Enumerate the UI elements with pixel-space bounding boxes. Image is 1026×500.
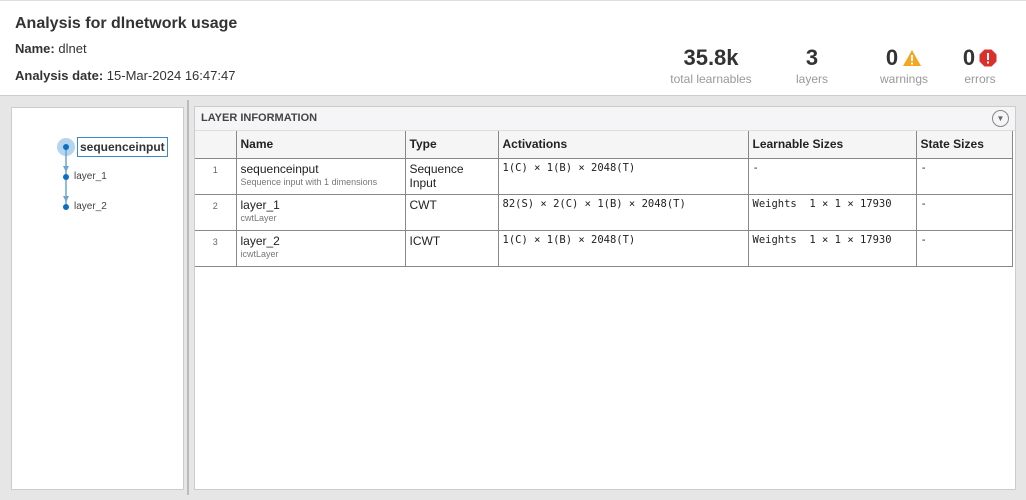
cell-name: sequenceinput Sequence input with 1 dimen… (235, 157, 406, 195)
stat-value: 0 (885, 45, 899, 70)
row-index: 2 (195, 193, 237, 231)
column-header-name[interactable]: Name (235, 131, 406, 159)
layer-description: cwtLayer (240, 212, 277, 223)
date-value: 15-Mar-2024 16:47:47 (106, 68, 236, 83)
graph-node-layer-1[interactable]: layer_1 (74, 171, 107, 182)
layer-information-panel: LAYER INFORMATION ▼ Name Type Activation… (194, 106, 1016, 490)
stat-value: 0 (962, 45, 976, 70)
layer-description: Sequence input with 1 dimensions (240, 176, 378, 187)
error-icon (979, 49, 997, 67)
cell-learnables: - (747, 157, 917, 195)
column-header-state-sizes[interactable]: State Sizes (915, 131, 1013, 159)
cell-type: ICWT (404, 229, 499, 267)
cell-activations: 82(S) × 2(C) × 1(B) × 2048(T) (497, 193, 749, 231)
table-row[interactable]: 3 layer_2 icwtLayer ICWT 1(C) × 1(B) × 20… (195, 229, 1013, 267)
stat-label: errors (964, 72, 996, 86)
column-header-activations[interactable]: Activations (497, 131, 749, 159)
date-label: Analysis date: (15, 68, 104, 83)
row-index: 3 (195, 229, 237, 267)
cell-states: - (915, 157, 1013, 195)
cell-activations: 1(C) × 1(B) × 2048(T) (497, 157, 749, 195)
stat-value: 35.8k (683, 45, 739, 70)
column-header-index[interactable] (195, 131, 237, 159)
layer-name: layer_1 (240, 197, 280, 212)
cell-learnables: Weights 1 × 1 × 17930 (747, 229, 917, 267)
stat-warnings[interactable]: 0 warnings (872, 45, 936, 86)
name-value: dlnet (58, 41, 87, 56)
cell-type: Sequence Input (404, 157, 499, 195)
page-title: Analysis for dlnetwork usage (15, 15, 238, 32)
column-header-learnable-sizes[interactable]: Learnable Sizes (747, 131, 917, 159)
cell-name: layer_1 cwtLayer (235, 193, 406, 231)
stat-label: layers (795, 72, 828, 86)
stat-label: warnings (879, 72, 929, 86)
section-title: LAYER INFORMATION (201, 112, 318, 124)
section-header: LAYER INFORMATION ▼ (195, 107, 1015, 131)
network-graph-panel[interactable]: sequenceinput layer_1 layer_2 (11, 107, 184, 490)
stat-layers: 3 layers (782, 45, 842, 86)
analysis-date: Analysis date: 15-Mar-2024 16:47:47 (15, 68, 235, 83)
layer-name: layer_2 (240, 233, 280, 248)
cell-type: CWT (404, 193, 499, 231)
summary-header: Analysis for dlnetwork usage Name: dlnet… (0, 0, 1026, 96)
column-header-type[interactable]: Type (404, 131, 499, 159)
stat-label: total learnables (670, 72, 752, 86)
panel-splitter[interactable] (187, 100, 189, 495)
stat-errors[interactable]: 0 errors (952, 45, 1008, 86)
stat-total-learnables: 35.8k total learnables (665, 45, 757, 86)
warning-icon (903, 50, 922, 66)
cell-name: layer_2 icwtLayer (235, 229, 406, 267)
cell-states: - (915, 193, 1013, 231)
layer-table: Name Type Activations Learnable Sizes St… (195, 131, 1013, 267)
cell-activations: 1(C) × 1(B) × 2048(T) (497, 229, 749, 267)
stat-value: 3 (805, 45, 819, 70)
network-name: Name: dlnet (15, 41, 87, 56)
name-label: Name: (15, 41, 55, 56)
table-row[interactable]: 1 sequenceinput Sequence input with 1 dim… (195, 157, 1013, 195)
cell-learnables: Weights 1 × 1 × 17930 (747, 193, 917, 231)
row-index: 1 (195, 157, 237, 195)
graph-node-layer-2[interactable]: layer_2 (74, 201, 107, 212)
table-header-row: Name Type Activations Learnable Sizes St… (195, 131, 1013, 159)
cell-states: - (915, 229, 1013, 267)
table-row[interactable]: 2 layer_1 cwtLayer CWT 82(S) × 2(C) × 1(B… (195, 193, 1013, 231)
collapse-chevron-icon[interactable]: ▼ (992, 110, 1009, 127)
layer-description: icwtLayer (240, 248, 279, 259)
graph-node-sequenceinput[interactable]: sequenceinput (77, 137, 168, 157)
layer-name: sequenceinput (240, 161, 319, 176)
